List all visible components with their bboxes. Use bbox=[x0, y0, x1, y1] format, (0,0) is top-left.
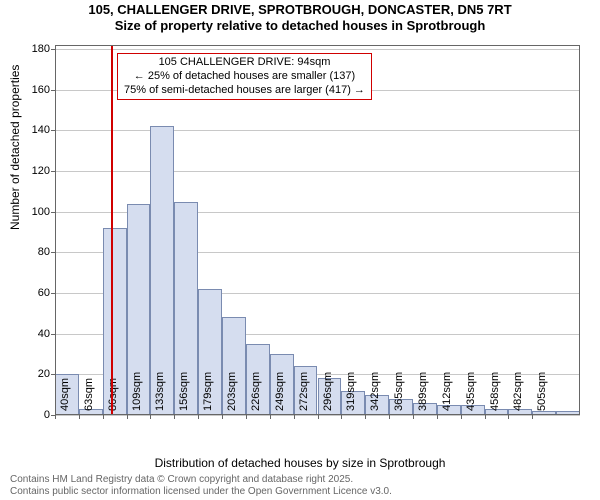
x-tick-mark bbox=[341, 415, 342, 419]
x-tick-mark bbox=[174, 415, 175, 419]
x-tick-mark bbox=[222, 415, 223, 419]
y-tick-label: 20 bbox=[20, 368, 50, 380]
x-tick-mark bbox=[485, 415, 486, 419]
y-tick-label: 120 bbox=[20, 165, 50, 177]
y-tick-label: 100 bbox=[20, 206, 50, 218]
x-axis-label: Distribution of detached houses by size … bbox=[0, 456, 600, 470]
x-tick-mark bbox=[198, 415, 199, 419]
footer-line2: Contains public sector information licen… bbox=[10, 486, 392, 498]
x-tick-mark bbox=[55, 415, 56, 419]
x-tick-mark bbox=[389, 415, 390, 419]
chart-title-line2: Size of property relative to detached ho… bbox=[0, 18, 600, 34]
chart-title-line1: 105, CHALLENGER DRIVE, SPROTBROUGH, DONC… bbox=[0, 2, 600, 18]
y-tick-label: 60 bbox=[20, 287, 50, 299]
plot-border bbox=[55, 45, 580, 415]
x-tick-mark bbox=[270, 415, 271, 419]
x-tick-mark bbox=[127, 415, 128, 419]
x-tick-mark bbox=[79, 415, 80, 419]
x-tick-mark bbox=[294, 415, 295, 419]
x-tick-mark bbox=[532, 415, 533, 419]
x-tick-mark bbox=[365, 415, 366, 419]
y-tick-label: 180 bbox=[20, 43, 50, 55]
x-tick-mark bbox=[437, 415, 438, 419]
x-tick-mark bbox=[413, 415, 414, 419]
x-tick-mark bbox=[508, 415, 509, 419]
x-tick-mark bbox=[150, 415, 151, 419]
y-tick-label: 0 bbox=[20, 409, 50, 421]
x-tick-mark bbox=[103, 415, 104, 419]
y-tick-label: 40 bbox=[20, 328, 50, 340]
x-tick-mark bbox=[246, 415, 247, 419]
y-tick-label: 160 bbox=[20, 84, 50, 96]
histogram-plot: 02040608010012014016018040sqm63sqm86sqm1… bbox=[55, 45, 580, 415]
y-tick-label: 140 bbox=[20, 124, 50, 136]
x-tick-mark bbox=[318, 415, 319, 419]
x-tick-mark bbox=[461, 415, 462, 419]
chart-title-block: 105, CHALLENGER DRIVE, SPROTBROUGH, DONC… bbox=[0, 0, 600, 35]
footer-attribution: Contains HM Land Registry data © Crown c… bbox=[10, 474, 392, 498]
y-tick-label: 80 bbox=[20, 246, 50, 258]
footer-line1: Contains HM Land Registry data © Crown c… bbox=[10, 474, 392, 486]
